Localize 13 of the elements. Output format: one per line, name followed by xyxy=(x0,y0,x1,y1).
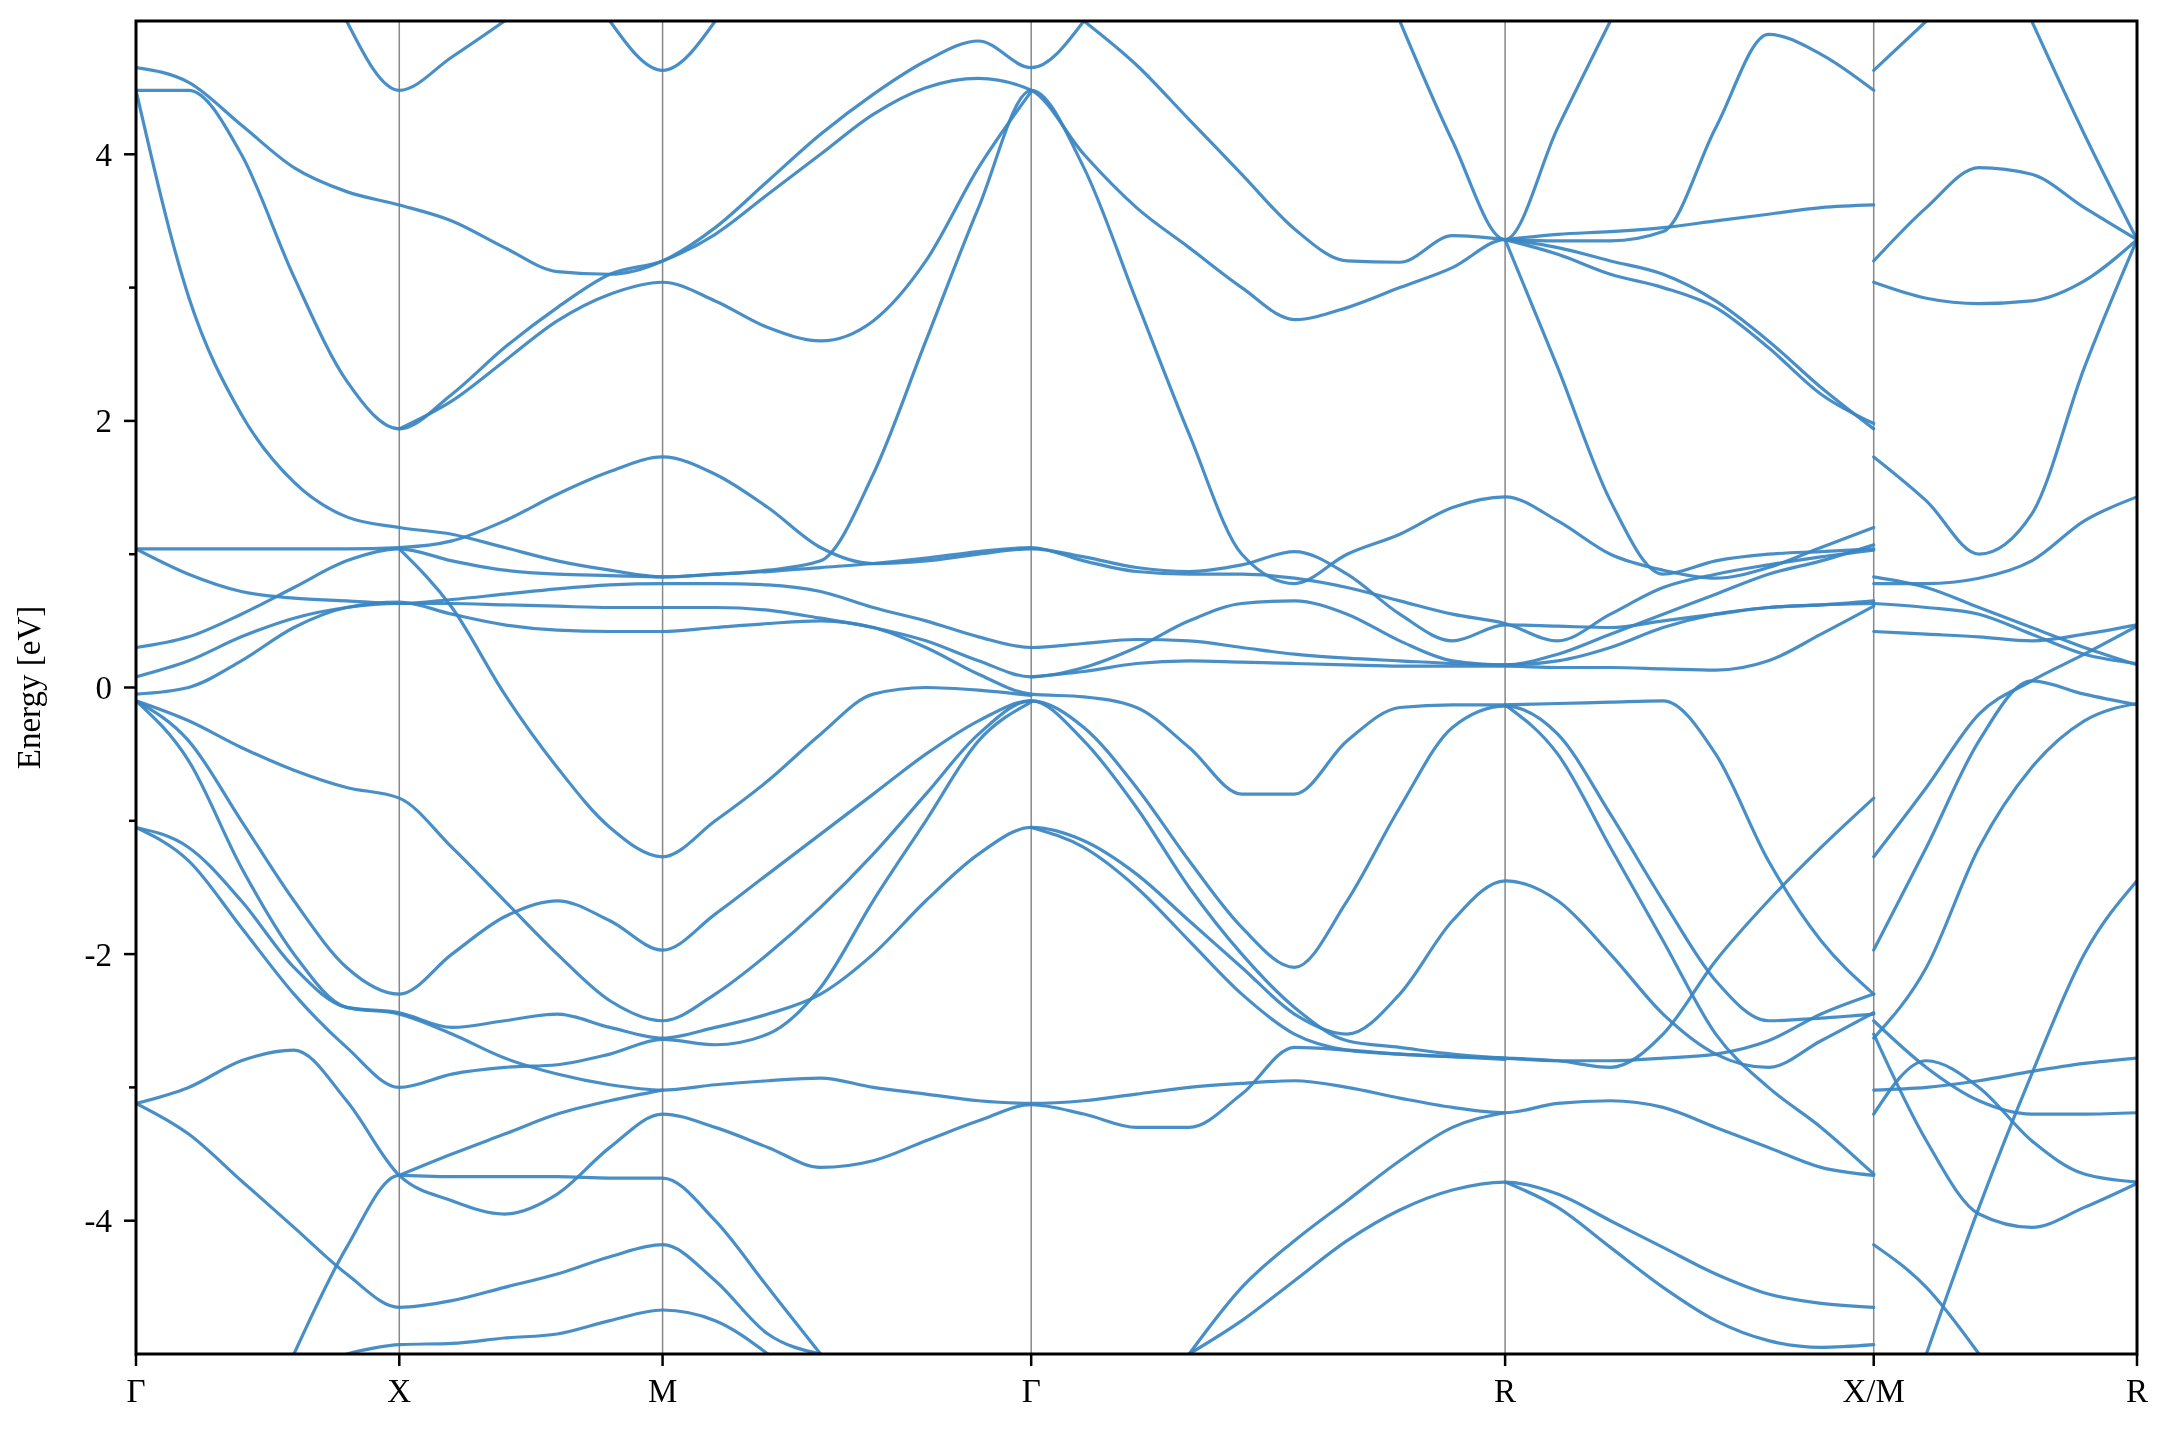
y-tick-label: -2 xyxy=(84,936,112,973)
x-tick-label: Γ xyxy=(1021,1373,1041,1409)
x-tick-label: R xyxy=(2125,1373,2149,1409)
x-tick-label: Γ xyxy=(126,1373,146,1409)
y-tick-label: 2 xyxy=(95,403,112,440)
x-tick-label: X/M xyxy=(1842,1373,1905,1409)
y-tick-label: -4 xyxy=(84,1203,112,1240)
x-tick-label: M xyxy=(647,1373,678,1409)
y-axis-title: Energy [eV] xyxy=(11,605,47,770)
x-tick-label: X xyxy=(387,1373,412,1409)
x-tick-label: R xyxy=(1494,1373,1517,1409)
y-tick-label: 0 xyxy=(95,670,112,707)
y-tick-label: 4 xyxy=(95,136,112,173)
